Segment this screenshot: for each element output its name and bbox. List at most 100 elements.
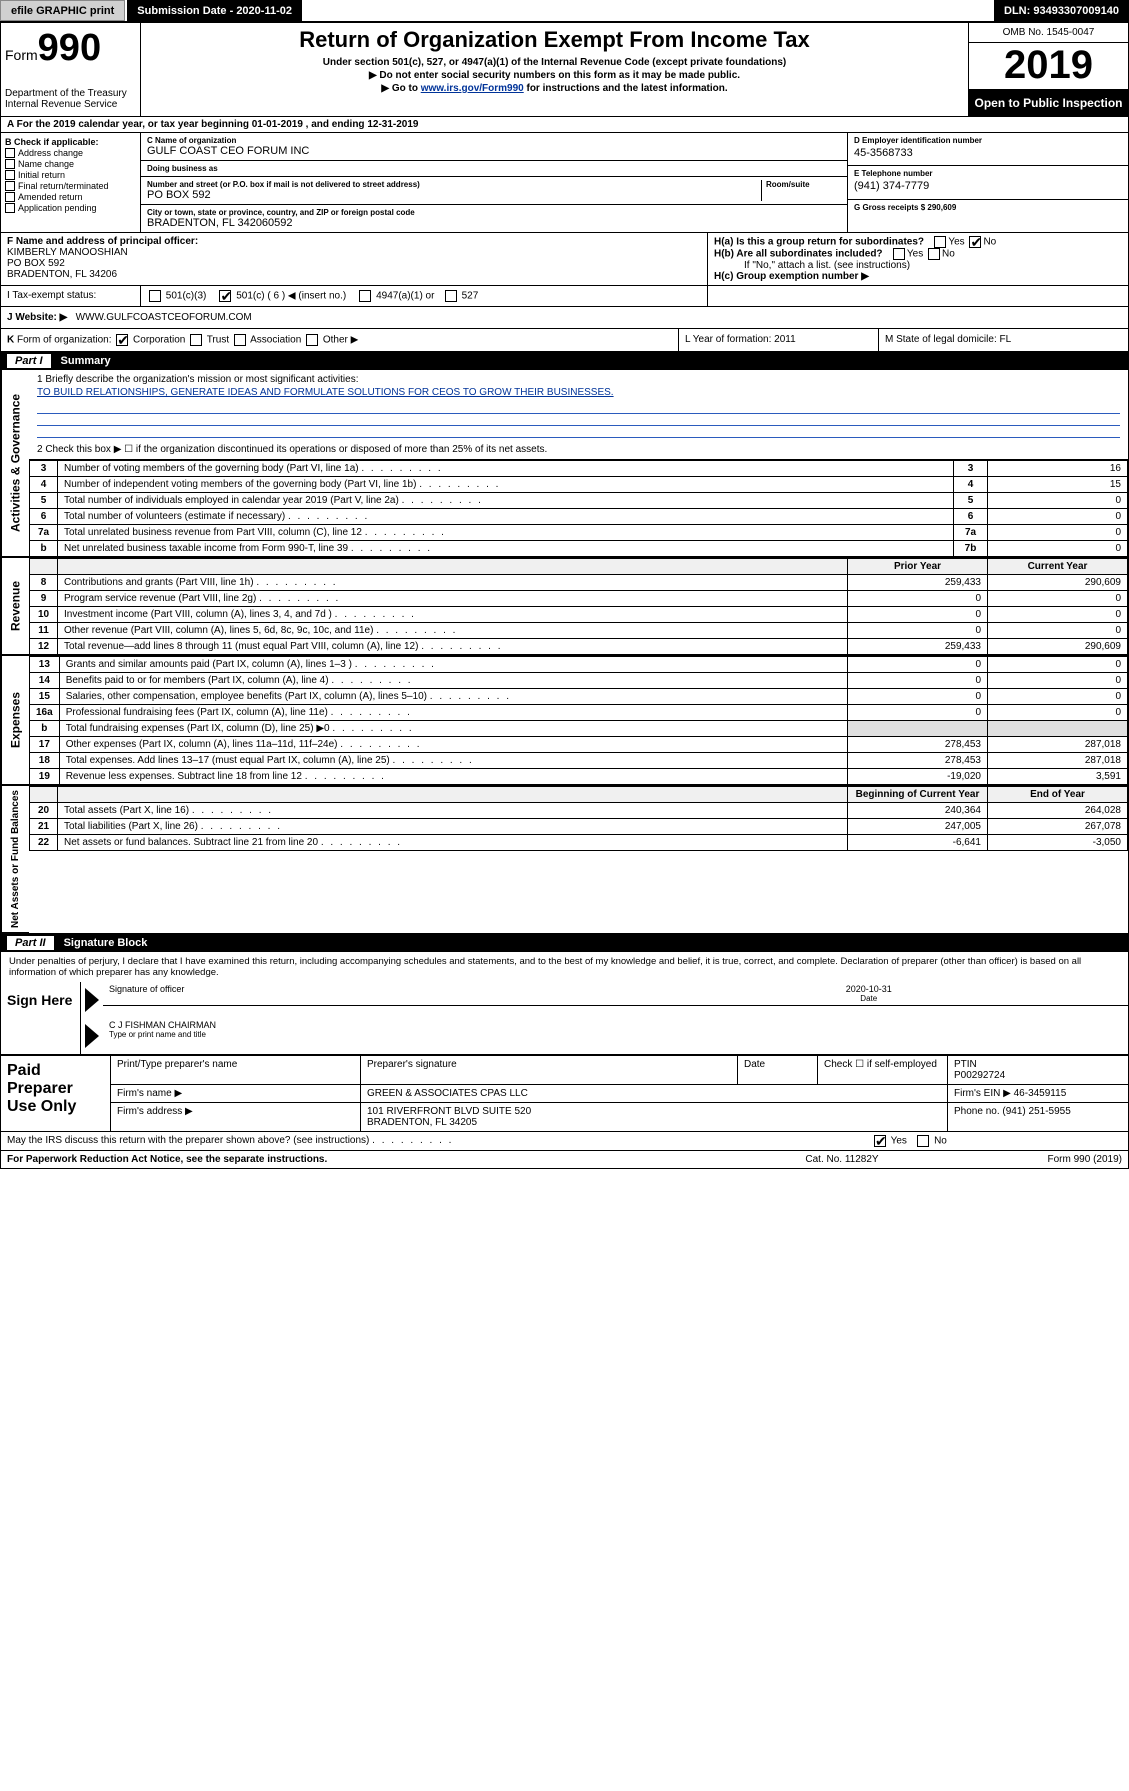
ck-corp[interactable] [116, 334, 128, 346]
ck-label: Final return/terminated [18, 181, 109, 191]
ha-yes[interactable] [934, 236, 946, 248]
top-toolbar: efile GRAPHIC print Submission Date - 20… [0, 0, 1129, 22]
ck-app-pending[interactable]: Application pending [5, 203, 136, 213]
form-header: Form990 Department of the Treasury Inter… [1, 23, 1128, 117]
table-row: 15Salaries, other compensation, employee… [30, 689, 1128, 705]
table-row: 4Number of independent voting members of… [30, 477, 1128, 493]
form-ref: Form 990 (2019) [942, 1154, 1122, 1165]
efile-button[interactable]: efile GRAPHIC print [0, 0, 125, 21]
omb-number: OMB No. 1545-0047 [969, 23, 1128, 43]
row-f-h: F Name and address of principal officer:… [1, 233, 1128, 286]
section-governance: Activities & Governance 1 Briefly descri… [1, 370, 1128, 558]
city-label: City or town, state or province, country… [147, 208, 841, 217]
ck-501c[interactable] [219, 290, 231, 302]
vtab-revenue: Revenue [1, 558, 29, 655]
ck-final-return[interactable]: Final return/terminated [5, 181, 136, 191]
j-website-row: J Website: ▶ WWW.GULFCOASTCEOFORUM.COM [1, 307, 1128, 329]
table-row: 6Total number of volunteers (estimate if… [30, 509, 1128, 525]
vtab-governance: Activities & Governance [1, 370, 29, 557]
ck-527[interactable] [445, 290, 457, 302]
hb-yes[interactable] [893, 248, 905, 260]
sig-officer-line: Signature of officer 2020-10-31 Date [103, 982, 1128, 1006]
discuss-no[interactable] [917, 1135, 929, 1147]
ck-label: Application pending [18, 203, 97, 213]
ck-501c3[interactable] [149, 290, 161, 302]
open-public-badge: Open to Public Inspection [969, 90, 1128, 116]
firm-addr-row: Firm's address ▶ 101 RIVERFRONT BLVD SUI… [111, 1103, 1128, 1131]
ck-name-change[interactable]: Name change [5, 159, 136, 169]
phone-val: (941) 374-7779 [854, 180, 1122, 192]
h-date: Date [738, 1056, 818, 1084]
sign-here: Sign Here Signature of officer 2020-10-3… [1, 982, 1128, 1054]
m-state: M State of legal domicile: FL [878, 329, 1128, 351]
ein-val: 45-3568733 [854, 147, 1122, 159]
gross-label: G Gross receipts $ 290,609 [854, 203, 1122, 212]
addr-val: PO BOX 592 [147, 189, 761, 201]
discuss-row: May the IRS discuss this return with the… [1, 1131, 1128, 1150]
ck-trust[interactable] [190, 334, 202, 346]
table-row: 16aProfessional fundraising fees (Part I… [30, 705, 1128, 721]
firm-name: GREEN & ASSOCIATES CPAS LLC [361, 1085, 948, 1102]
sign-here-label: Sign Here [1, 982, 81, 1054]
sig-date-lbl: Date [616, 994, 1123, 1003]
ck-4947[interactable] [359, 290, 371, 302]
subtitle-1: Under section 501(c), 527, or 4947(a)(1)… [149, 57, 960, 68]
gross-cell: G Gross receipts $ 290,609 [848, 200, 1128, 232]
ck-address-change[interactable]: Address change [5, 148, 136, 158]
sub3-post: for instructions and the latest informat… [524, 83, 728, 94]
ck-other[interactable] [306, 334, 318, 346]
arrow-icon [85, 1024, 99, 1048]
discuss-yes[interactable] [874, 1135, 886, 1147]
ck-label: Address change [18, 148, 83, 158]
firm-name-row: Firm's name ▶ GREEN & ASSOCIATES CPAS LL… [111, 1085, 1128, 1103]
table-row: 3Number of voting members of the governi… [30, 461, 1128, 477]
table-row: 14Benefits paid to or for members (Part … [30, 673, 1128, 689]
table-header: Prior YearCurrent Year [30, 559, 1128, 575]
dba-label: Doing business as [147, 164, 841, 173]
col-c-left: C Name of organization GULF COAST CEO FO… [141, 133, 848, 232]
phone-label: E Telephone number [854, 169, 1122, 178]
part-1-label: Part I [7, 354, 51, 368]
j-label: J Website: ▶ [7, 312, 67, 323]
expenses-table: 13Grants and similar amounts paid (Part … [29, 656, 1128, 785]
ck-assoc[interactable] [234, 334, 246, 346]
revenue-table: Prior YearCurrent Year8Contributions and… [29, 558, 1128, 655]
form-number: 990 [38, 27, 101, 69]
form990-link[interactable]: www.irs.gov/Form990 [421, 83, 524, 94]
phone-cell: E Telephone number (941) 374-7779 [848, 166, 1128, 199]
perjury-declaration: Under penalties of perjury, I declare th… [1, 952, 1128, 982]
dba-block: Doing business as [141, 161, 847, 177]
footer-last: For Paperwork Reduction Act Notice, see … [1, 1150, 1128, 1168]
table-row: 5Total number of individuals employed in… [30, 493, 1128, 509]
ck-label: Initial return [18, 170, 65, 180]
addr-block: Number and street (or P.O. box if mail i… [141, 177, 847, 205]
q2: 2 Check this box ▶ ☐ if the organization… [37, 444, 1120, 455]
form-990: Form990 Department of the Treasury Inter… [0, 22, 1129, 1169]
tax-status-row: I Tax-exempt status: 501(c)(3) 501(c) ( … [1, 286, 1128, 307]
table-row: 18Total expenses. Add lines 13–17 (must … [30, 753, 1128, 769]
table-header: Beginning of Current YearEnd of Year [30, 787, 1128, 803]
i-options: 501(c)(3) 501(c) ( 6 ) ◀ (insert no.) 49… [141, 286, 708, 306]
table-row: 10Investment income (Part VIII, column (… [30, 607, 1128, 623]
discuss-question: May the IRS discuss this return with the… [7, 1135, 872, 1147]
ck-label: Name change [18, 159, 74, 169]
mission-answer: TO BUILD RELATIONSHIPS, GENERATE IDEAS A… [37, 387, 1120, 398]
part-2-header: Part II Signature Block [1, 934, 1128, 952]
ck-amended[interactable]: Amended return [5, 192, 136, 202]
netassets-table: Beginning of Current YearEnd of Year20To… [29, 786, 1128, 851]
table-row: bTotal fundraising expenses (Part IX, co… [30, 721, 1128, 737]
ha-no[interactable] [969, 236, 981, 248]
l-year: L Year of formation: 2011 [678, 329, 878, 351]
i-label: I Tax-exempt status: [1, 286, 141, 306]
hb-label: H(b) Are all subordinates included? [714, 249, 883, 260]
cat-no: Cat. No. 11282Y [742, 1154, 942, 1165]
hb-no[interactable] [928, 248, 940, 260]
k-form-org: K Form of organization: Corporation Trus… [1, 329, 678, 351]
tax-year: 2019 [969, 43, 1128, 90]
f-label: F Name and address of principal officer: [7, 236, 198, 247]
submission-date: Submission Date - 2020-11-02 [127, 0, 302, 21]
firm-addr-lbl: Firm's address ▶ [111, 1103, 361, 1131]
ck-initial-return[interactable]: Initial return [5, 170, 136, 180]
addr-label: Number and street (or P.O. box if mail i… [147, 180, 761, 189]
table-row: 7aTotal unrelated business revenue from … [30, 525, 1128, 541]
